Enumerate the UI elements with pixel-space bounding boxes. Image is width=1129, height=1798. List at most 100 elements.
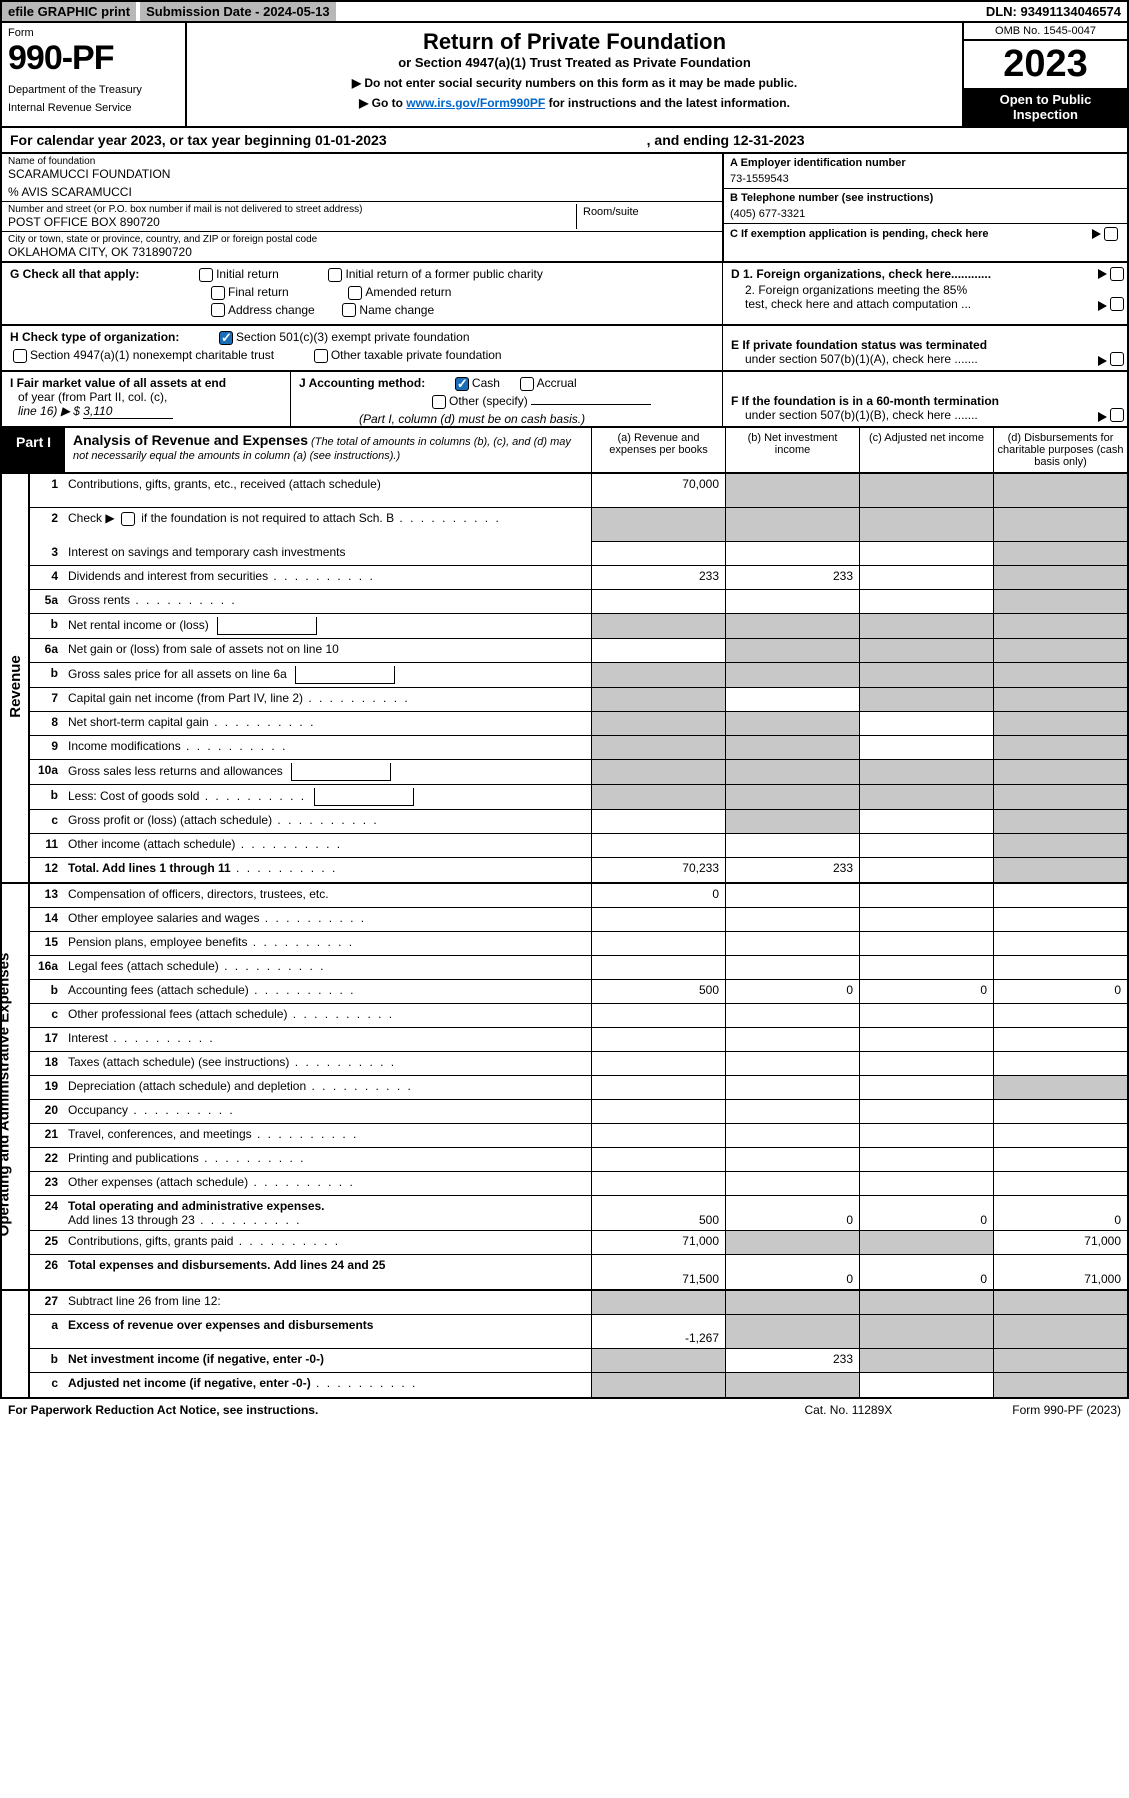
omb-number: OMB No. 1545-0047 xyxy=(964,23,1127,41)
r26-a: 71,500 xyxy=(591,1255,725,1289)
header-left: Form 990-PF Department of the Treasury I… xyxy=(2,23,187,126)
h-4947-checkbox[interactable] xyxy=(13,349,27,363)
r25-d: 71,000 xyxy=(993,1231,1127,1254)
r16b-c: 0 xyxy=(859,980,993,1003)
topbar: efile GRAPHIC print Submission Date - 20… xyxy=(0,0,1129,23)
r16b-a: 500 xyxy=(591,980,725,1003)
r4-a: 233 xyxy=(591,566,725,589)
info-left: Name of foundation SCARAMUCCI FOUNDATION… xyxy=(2,154,722,261)
info-right: A Employer identification number 73-1559… xyxy=(722,154,1127,261)
form-subtitle: or Section 4947(a)(1) Trust Treated as P… xyxy=(197,55,952,70)
footer-formref: Form 990-PF (2023) xyxy=(1012,1403,1121,1417)
footer-catno: Cat. No. 11289X xyxy=(804,1403,892,1417)
tax-year: 2023 xyxy=(964,41,1127,88)
r26-c: 0 xyxy=(859,1255,993,1289)
r24-a: 500 xyxy=(591,1196,725,1230)
arrow-icon xyxy=(1098,301,1107,311)
r24-b: 0 xyxy=(725,1196,859,1230)
r16b-d: 0 xyxy=(993,980,1127,1003)
r12-a: 70,233 xyxy=(591,858,725,882)
efile-label[interactable]: efile GRAPHIC print xyxy=(2,2,136,21)
d-section: D 1. Foreign organizations, check here..… xyxy=(722,263,1127,324)
d1-checkbox[interactable] xyxy=(1110,267,1124,281)
e-checkbox[interactable] xyxy=(1110,352,1124,366)
footer-left: For Paperwork Reduction Act Notice, see … xyxy=(8,1403,318,1417)
form-header: Form 990-PF Department of the Treasury I… xyxy=(0,23,1129,128)
r12-b: 233 xyxy=(725,858,859,882)
r26-b: 0 xyxy=(725,1255,859,1289)
col-a-head: (a) Revenue and expenses per books xyxy=(591,428,725,472)
addr-cell: Number and street (or P.O. box number if… xyxy=(2,202,722,232)
r25-a: 71,000 xyxy=(591,1231,725,1254)
g-address-checkbox[interactable] xyxy=(211,303,225,317)
header-center: Return of Private Foundation or Section … xyxy=(187,23,962,126)
e-section: E If private foundation status was termi… xyxy=(722,326,1127,370)
form-container: efile GRAPHIC print Submission Date - 20… xyxy=(0,0,1129,1421)
f-section: F If the foundation is in a 60-month ter… xyxy=(722,372,1127,426)
expenses-side-label: Operating and Administrative Expenses xyxy=(2,884,30,1289)
name-cell: Name of foundation SCARAMUCCI FOUNDATION… xyxy=(2,154,722,202)
arrow-icon xyxy=(1098,356,1107,366)
g-initial-checkbox[interactable] xyxy=(199,268,213,282)
form-word: Form xyxy=(8,27,179,39)
g-amended-checkbox[interactable] xyxy=(348,286,362,300)
r27b-b: 233 xyxy=(725,1349,859,1372)
g-initial-former-checkbox[interactable] xyxy=(328,268,342,282)
line27-table: 27Subtract line 26 from line 12: aExcess… xyxy=(0,1291,1129,1399)
dln: DLN: 93491134046574 xyxy=(980,2,1127,21)
j-cash-checkbox[interactable] xyxy=(455,377,469,391)
expenses-table: Operating and Administrative Expenses 13… xyxy=(0,884,1129,1291)
r4-b: 233 xyxy=(725,566,859,589)
ij-section: I Fair market value of all assets at end… xyxy=(0,372,1129,428)
page-footer: For Paperwork Reduction Act Notice, see … xyxy=(0,1399,1129,1421)
city-cell: City or town, state or province, country… xyxy=(2,232,722,261)
calendar-year-row: For calendar year 2023, or tax year begi… xyxy=(0,128,1129,154)
d2-checkbox[interactable] xyxy=(1110,297,1124,311)
r13-a: 0 xyxy=(591,884,725,907)
col-b-head: (b) Net investment income xyxy=(725,428,859,472)
form-number: 990-PF xyxy=(8,39,179,78)
dept-treasury: Department of the Treasury xyxy=(8,84,179,96)
j-other-checkbox[interactable] xyxy=(432,395,446,409)
f-checkbox[interactable] xyxy=(1110,408,1124,422)
fmv-value: 3,110 xyxy=(83,404,173,419)
arrow-icon xyxy=(1098,412,1107,422)
open-inspection: Open to Public Inspection xyxy=(964,88,1127,126)
r24-d: 0 xyxy=(993,1196,1127,1230)
phone-cell: B Telephone number (see instructions) (4… xyxy=(724,189,1127,224)
part1-label: Part I xyxy=(2,428,65,472)
r26-d: 71,000 xyxy=(993,1255,1127,1289)
note-ssn: ▶ Do not enter social security numbers o… xyxy=(197,76,952,90)
c-checkbox[interactable] xyxy=(1104,227,1118,241)
r16b-b: 0 xyxy=(725,980,859,1003)
h-501c3-checkbox[interactable] xyxy=(219,331,233,345)
g-final-checkbox[interactable] xyxy=(211,286,225,300)
room-suite: Room/suite xyxy=(576,204,716,229)
r1-a: 70,000 xyxy=(591,474,725,507)
part1-header: Part I Analysis of Revenue and Expenses … xyxy=(0,428,1129,474)
r24-c: 0 xyxy=(859,1196,993,1230)
arrow-icon xyxy=(1092,229,1101,239)
r27a-a: -1,267 xyxy=(591,1315,725,1348)
revenue-table: Revenue 1Contributions, gifts, grants, e… xyxy=(0,474,1129,884)
ein-cell: A Employer identification number 73-1559… xyxy=(724,154,1127,189)
dept-irs: Internal Revenue Service xyxy=(8,102,179,114)
header-right: OMB No. 1545-0047 2023 Open to Public In… xyxy=(962,23,1127,126)
info-grid: Name of foundation SCARAMUCCI FOUNDATION… xyxy=(0,154,1129,263)
part1-title-cell: Analysis of Revenue and Expenses (The to… xyxy=(65,428,591,472)
h-other-checkbox[interactable] xyxy=(314,349,328,363)
form-title: Return of Private Foundation xyxy=(197,29,952,55)
g-name-checkbox[interactable] xyxy=(342,303,356,317)
note-link: ▶ Go to www.irs.gov/Form990PF for instru… xyxy=(197,96,952,110)
irs-link[interactable]: www.irs.gov/Form990PF xyxy=(406,96,545,110)
col-d-head: (d) Disbursements for charitable purpose… xyxy=(993,428,1127,472)
c-cell: C If exemption application is pending, c… xyxy=(724,224,1127,244)
r2-checkbox[interactable] xyxy=(121,512,135,526)
arrow-icon xyxy=(1098,269,1107,279)
g-section: G Check all that apply: Initial return I… xyxy=(0,263,1129,326)
revenue-side-label: Revenue xyxy=(2,474,30,882)
j-accrual-checkbox[interactable] xyxy=(520,377,534,391)
h-section: H Check type of organization: Section 50… xyxy=(0,326,1129,372)
col-c-head: (c) Adjusted net income xyxy=(859,428,993,472)
submission-date: Submission Date - 2024-05-13 xyxy=(140,2,336,21)
